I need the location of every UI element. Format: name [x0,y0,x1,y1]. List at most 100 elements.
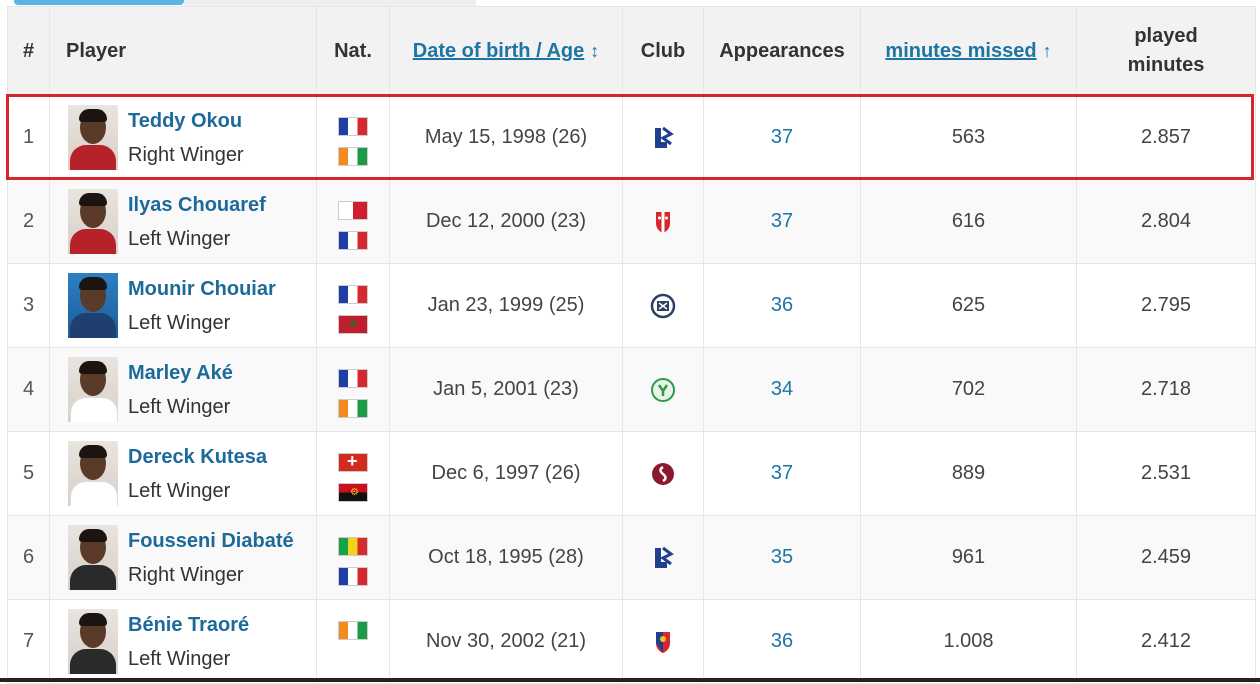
header-played-line2: minutes [1127,54,1205,76]
flag-malta-icon[interactable] [338,201,368,220]
appearances[interactable]: 37 [703,431,861,516]
appearances[interactable]: 36 [703,263,861,348]
header-played-minutes: played minutes [1076,6,1256,96]
flag-france-icon[interactable] [338,285,368,304]
row-rank: 2 [7,179,50,264]
player-cell: Marley Aké Left Winger [49,347,317,432]
player-photo[interactable] [68,273,118,338]
nationality-cell [316,179,390,264]
servette-logo-icon[interactable] [650,461,676,487]
appearances[interactable]: 34 [703,347,861,432]
flag-france-icon[interactable] [338,369,368,388]
flag-france-icon[interactable] [338,117,368,136]
player-name-link[interactable]: Dereck Kutesa [128,446,267,468]
club-cell [622,431,704,516]
appearances-link[interactable]: 37 [770,462,794,484]
header-club: Club [622,6,704,96]
inactive-tab[interactable] [184,0,476,6]
played-minutes: 2.459 [1076,515,1256,600]
player-photo[interactable] [68,357,118,422]
yverdon-logo-icon[interactable] [650,377,676,403]
date-of-birth: Jan 23, 1999 (25) [389,263,623,348]
sort-updown-icon[interactable]: ↕ [590,40,600,61]
table-row: 5 Dereck Kutesa Left Winger Dec 6, 1997 … [7,431,1256,516]
minutes-missed: 625 [860,263,1077,348]
played-minutes: 2.531 [1076,431,1256,516]
sort-arrow-up-icon[interactable]: ↑ [1042,40,1052,61]
player-cell: Mounir Chouiar Left Winger [49,263,317,348]
appearances-link[interactable]: 36 [770,294,794,316]
played-minutes: 2.804 [1076,179,1256,264]
appearances-link[interactable]: 36 [770,630,794,652]
club-cell [622,347,704,432]
club-cell [622,179,704,264]
table-row: 1 Teddy Okou Right Winger May 15, 1998 (… [7,95,1256,180]
flag-ivory-coast-icon[interactable] [338,147,368,166]
minutes-missed: 1.008 [860,599,1077,684]
club-cell [622,515,704,600]
player-photo[interactable] [68,609,118,674]
flag-france-icon[interactable] [338,567,368,586]
flag-ivory-coast-icon[interactable] [338,399,368,418]
basel-logo-icon[interactable] [650,629,676,655]
row-rank: 4 [7,347,50,432]
appearances[interactable]: 35 [703,515,861,600]
appearances-link[interactable]: 37 [770,126,794,148]
bottom-border [0,678,1260,682]
played-minutes: 2.718 [1076,347,1256,432]
date-of-birth: Nov 30, 2002 (21) [389,599,623,684]
nationality-cell [316,431,390,516]
player-cell: Bénie Traoré Left Winger [49,599,317,684]
appearances[interactable]: 37 [703,179,861,264]
player-position: Left Winger [128,648,231,670]
header-nationality: Nat. [316,6,390,96]
player-position: Left Winger [128,228,231,250]
player-name-link[interactable]: Mounir Chouiar [128,278,276,300]
flag-switzerland-icon[interactable] [338,451,368,472]
date-of-birth: Jan 5, 2001 (23) [389,347,623,432]
flag-mali-icon[interactable] [338,537,368,556]
player-name-link[interactable]: Bénie Traoré [128,614,250,636]
active-tab-indicator[interactable] [14,0,184,5]
appearances-link[interactable]: 34 [770,378,794,400]
player-photo[interactable] [68,189,118,254]
lausanne-logo-icon[interactable] [650,545,676,571]
players-table: # Player Nat. Date of birth / Age ↕ Club … [7,6,1256,684]
date-of-birth: May 15, 1998 (26) [389,95,623,180]
header-date-of-birth[interactable]: Date of birth / Age ↕ [389,6,623,96]
player-cell: Dereck Kutesa Left Winger [49,431,317,516]
appearances[interactable]: 37 [703,95,861,180]
player-name-link[interactable]: Teddy Okou [128,110,243,132]
played-minutes: 2.795 [1076,263,1256,348]
header-minutes-missed[interactable]: minutes missed ↑ [860,6,1077,96]
lausanne-logo-icon[interactable] [650,125,676,151]
player-photo[interactable] [68,525,118,590]
date-of-birth: Oct 18, 1995 (28) [389,515,623,600]
player-name-link[interactable]: Ilyas Chouaref [128,194,266,216]
table-row: 4 Marley Aké Left Winger Jan 5, 2001 (23… [7,347,1256,432]
appearances-link[interactable]: 37 [770,210,794,232]
club-cell [622,95,704,180]
player-photo[interactable] [68,441,118,506]
flag-angola-icon[interactable] [338,483,368,502]
player-name-link[interactable]: Marley Aké [128,362,233,384]
player-name-link[interactable]: Fousseni Diabaté [128,530,294,552]
sort-minutes-missed-link[interactable]: minutes missed [885,39,1037,62]
minutes-missed: 961 [860,515,1077,600]
player-position: Right Winger [128,564,244,586]
player-photo[interactable] [68,105,118,170]
minutes-missed: 563 [860,95,1077,180]
header-player: Player [49,6,317,96]
flag-morocco-icon[interactable] [338,315,368,334]
flag-france-icon[interactable] [338,231,368,250]
club-cell [622,599,704,684]
zurich-logo-icon[interactable] [650,293,676,319]
appearances[interactable]: 36 [703,599,861,684]
flag-ivory-coast-icon[interactable] [338,621,368,640]
table-row: 6 Fousseni Diabaté Right Winger Oct 18, … [7,515,1256,600]
sion-logo-icon[interactable] [650,209,676,235]
appearances-link[interactable]: 35 [770,546,794,568]
date-of-birth: Dec 12, 2000 (23) [389,179,623,264]
player-position: Left Winger [128,396,231,418]
sort-dob-link[interactable]: Date of birth / Age [412,39,585,62]
